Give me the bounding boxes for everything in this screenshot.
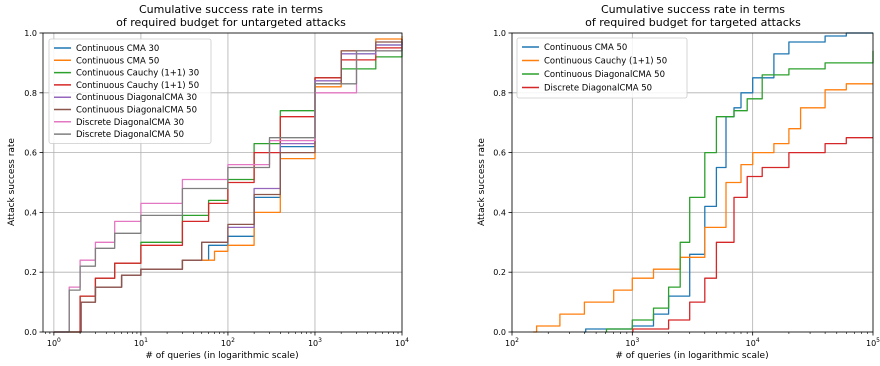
chart-targeted: Cumulative success rate in terms of requ… (477, 3, 880, 361)
chart-title-line-2: of required budget for targeted attacks (585, 16, 801, 29)
x-axis-label: # of queries (in logarithmic scale) (615, 351, 768, 361)
chart-title-line-1: Cumulative success rate in terms (139, 3, 323, 16)
legend-label: Continuous Cauchy (1+1) 30 (76, 69, 199, 79)
x-axis-label: # of queries (in logarithmic scale) (145, 351, 298, 361)
x-tick-label: 100 (47, 337, 61, 348)
series-line-0 (584, 32, 873, 333)
legend-label: Continuous Cauchy (1+1) 50 (76, 81, 199, 91)
x-tick-label: 102 (221, 337, 235, 348)
x-tick-label: 104 (395, 337, 409, 348)
y-tick-label: 0.6 (493, 149, 506, 158)
y-tick-label: 1.0 (493, 29, 506, 38)
legend-box (48, 38, 212, 144)
x-tick-label: 101 (134, 337, 148, 348)
x-tick-label: 104 (746, 337, 760, 348)
y-tick-label: 0.4 (24, 208, 37, 217)
series-line-1 (533, 83, 873, 333)
series-line-5 (80, 39, 403, 333)
legend-label: Continuous DiagonalCMA 50 (544, 70, 665, 80)
y-tick-label: 0.6 (24, 149, 37, 158)
legend: Continuous CMA 50 Continuous Cauchy (1+1)… (516, 37, 688, 99)
chart-title-line-1: Cumulative success rate in terms (601, 3, 785, 16)
y-tick-label: 0.8 (24, 89, 37, 98)
axis-ticks: 102 103 104 105 0.0 0.2 0.4 0.6 0.8 1.0 (493, 29, 880, 348)
series-lines (53, 36, 403, 333)
axis-ticks: 100 101 102 103 104 0.0 0.2 0.4 0.6 0.8 1.0 (24, 29, 409, 348)
y-tick-label: 0.8 (493, 89, 506, 98)
legend-label: Discrete DiagonalCMA 30 (76, 118, 184, 128)
legend-label: Continuous CMA 50 (76, 56, 159, 66)
legend-box (516, 37, 688, 99)
x-tick-label: 102 (505, 337, 519, 348)
plot-frame (511, 32, 874, 333)
x-tick-label: 103 (308, 337, 322, 348)
series-line-2 (605, 50, 874, 333)
series-line-7 (53, 42, 403, 333)
y-tick-label: 1.0 (24, 29, 37, 38)
y-axis-label: Attack success rate (477, 138, 487, 226)
legend-label: Discrete DiagonalCMA 50 (544, 84, 652, 94)
legend-label: Continuous CMA 50 (544, 43, 627, 53)
x-tick-label: 105 (866, 337, 880, 348)
chart-title-line-2: of required budget for untargeted attack… (116, 16, 346, 29)
y-tick-label: 0.0 (24, 328, 37, 337)
legend-label: Discrete DiagonalCMA 50 (76, 130, 184, 140)
y-tick-label: 0.0 (493, 328, 506, 337)
legend: Continuous CMA 30 Continuous CMA 50 Contin… (48, 38, 212, 144)
series-line-3 (632, 137, 873, 333)
y-axis-label: Attack success rate (7, 138, 17, 226)
y-tick-label: 0.2 (493, 268, 506, 277)
legend-label: Continuous DiagonalCMA 50 (76, 106, 197, 116)
y-tick-label: 0.2 (24, 268, 37, 277)
x-tick-label: 103 (625, 337, 639, 348)
legend-label: Continuous CMA 30 (76, 44, 159, 54)
y-tick-label: 0.4 (493, 208, 506, 217)
series-lines (533, 32, 874, 333)
chart-untargeted: Cumulative success rate in terms of requ… (7, 3, 409, 361)
legend-label: Continuous DiagonalCMA 30 (76, 93, 197, 103)
legend-label: Continuous Cauchy (1+1) 50 (544, 57, 667, 67)
plot-frame (42, 32, 403, 333)
